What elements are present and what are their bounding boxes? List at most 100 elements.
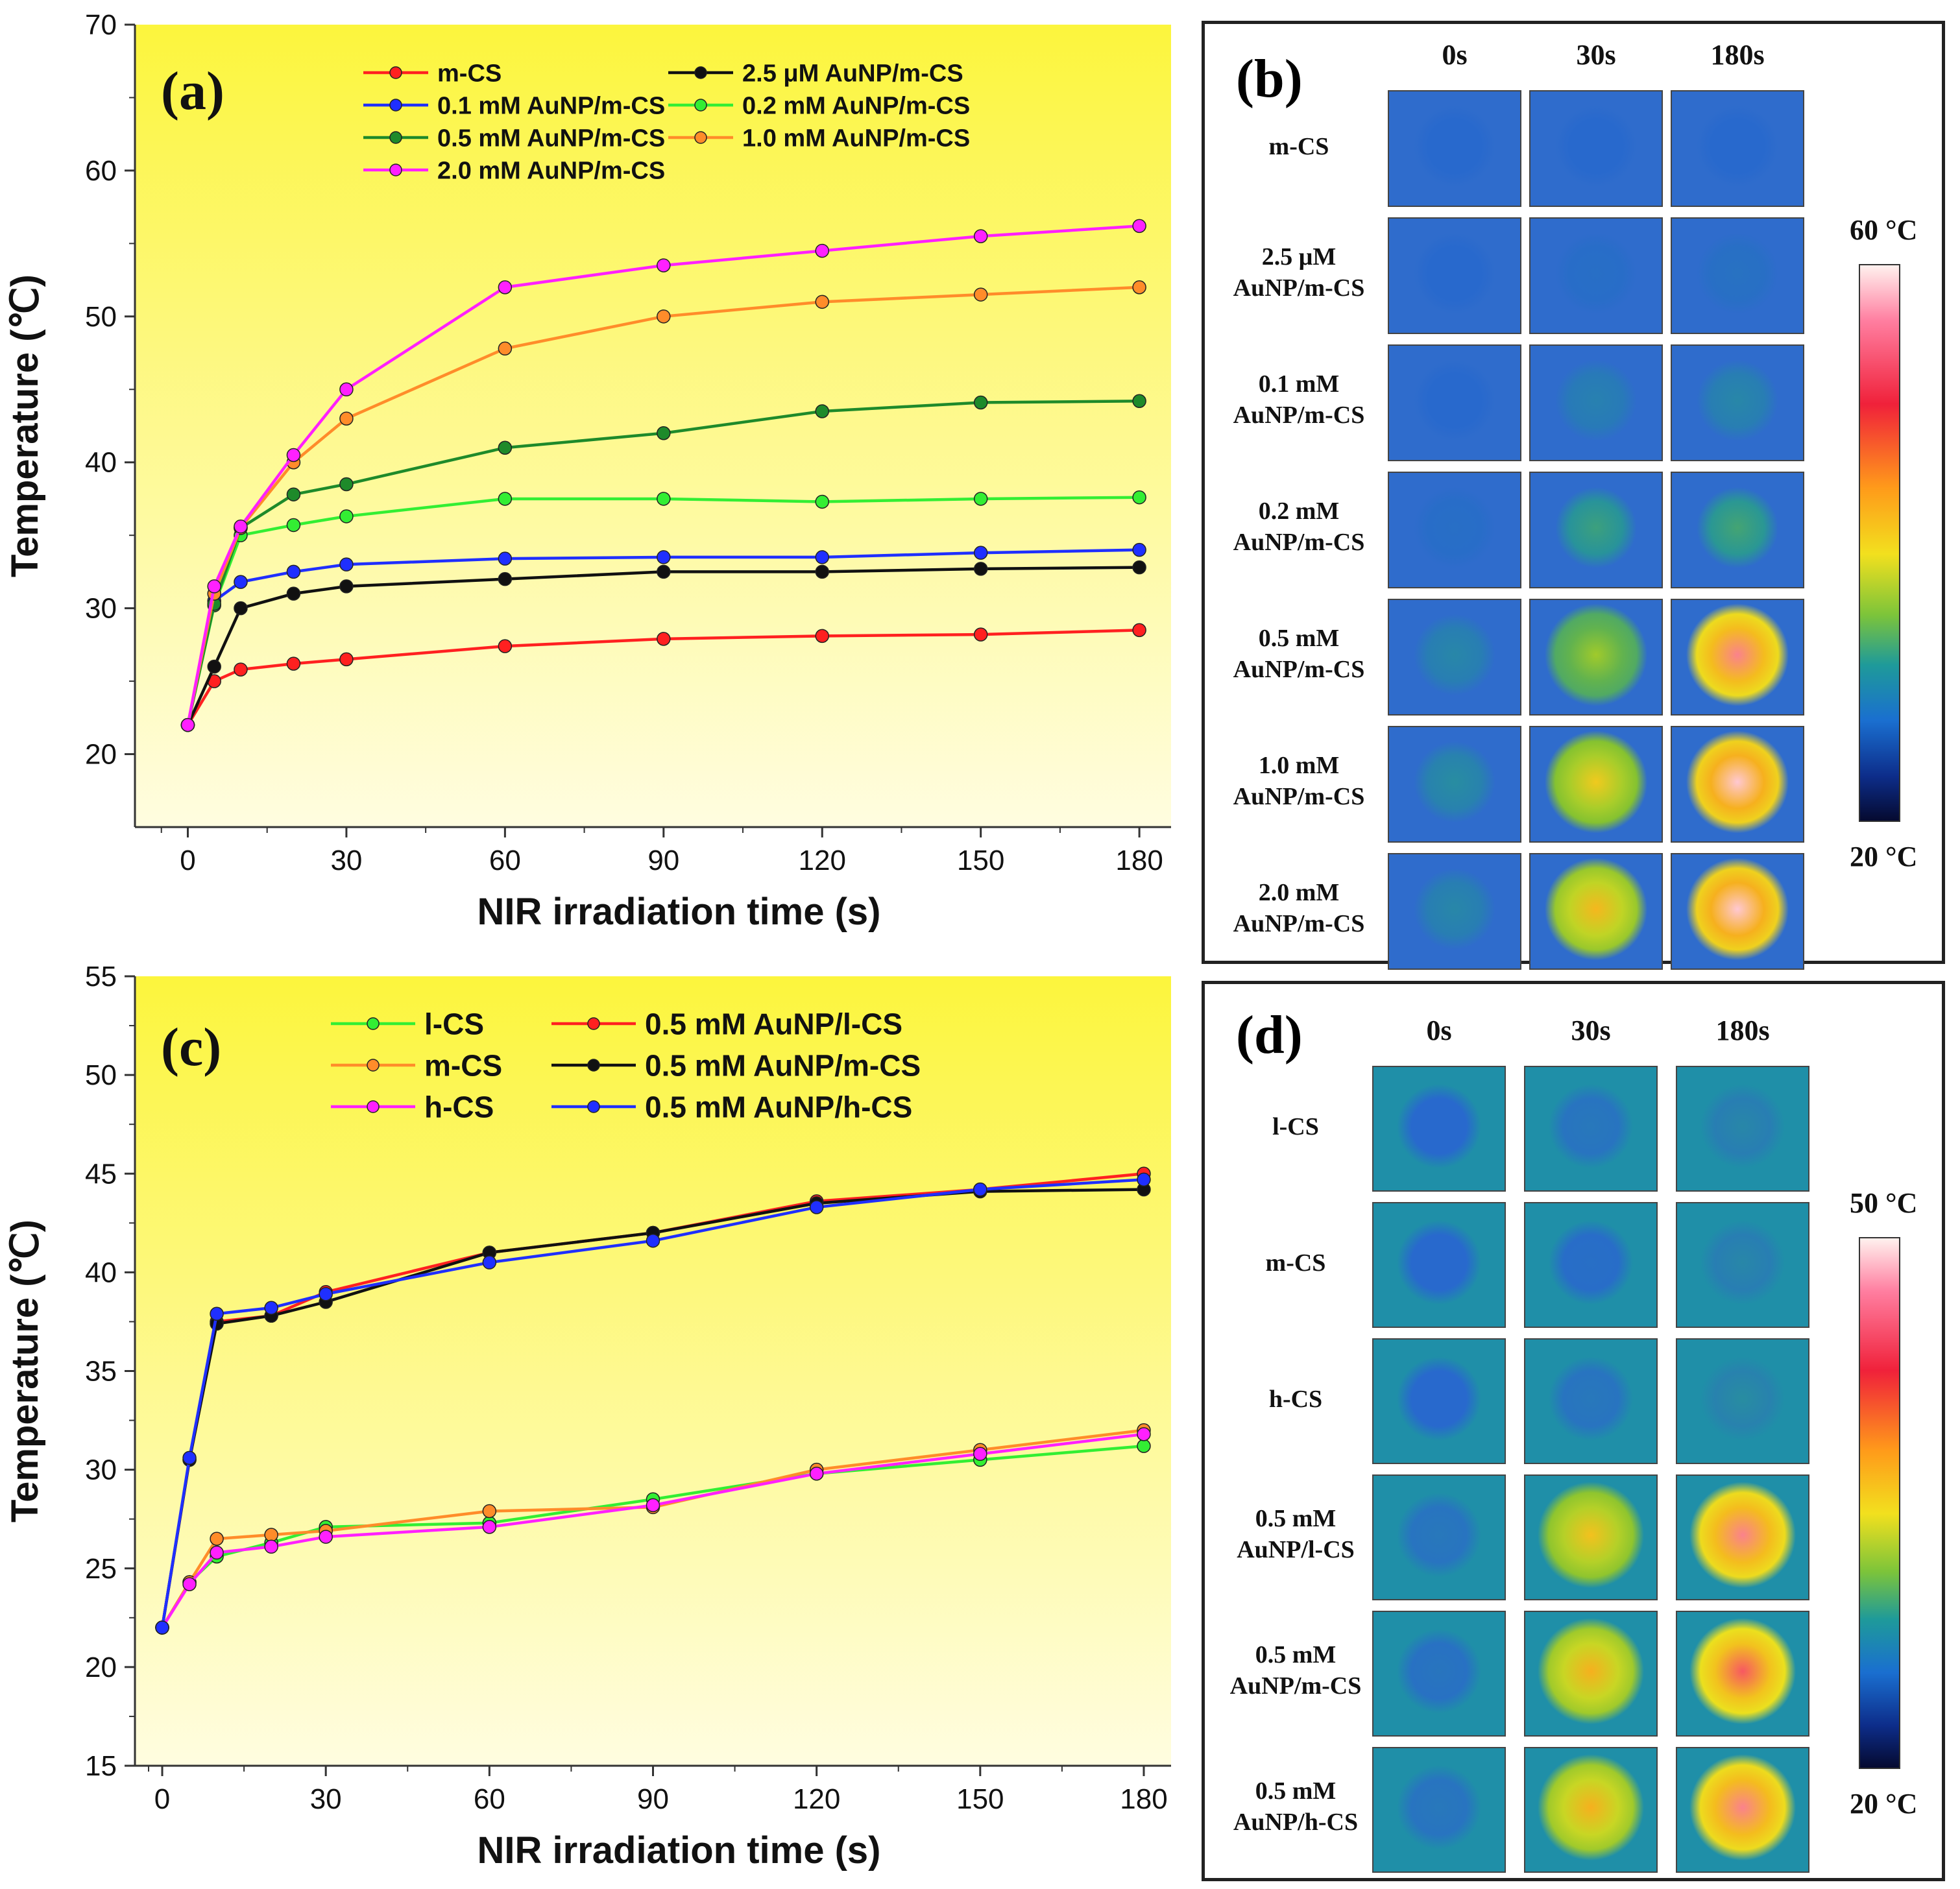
thermal-image-cell (1529, 217, 1663, 334)
thermal-image-cell (1671, 726, 1804, 843)
x-axis-label: NIR irradiation time (s) (478, 1829, 881, 1871)
y-tick-label: 30 (85, 593, 117, 625)
legend-label: 0.5 mM AuNP/m-CS (645, 1049, 921, 1083)
color-scale-bar (1859, 1237, 1900, 1769)
data-point (182, 1577, 197, 1591)
thermal-image-cell (1676, 1611, 1809, 1737)
row-label-line: AuNP/l-CS (1237, 1535, 1355, 1563)
y-tick-label: 60 (85, 155, 117, 187)
row-label: 0.2 mM AuNP/m-CS (1218, 496, 1380, 558)
thermal-image-cell (1529, 853, 1663, 970)
row-label: 0.5 mM AuNP/h-CS (1218, 1776, 1373, 1838)
x-tick-label: 150 (956, 1783, 1004, 1815)
thermal-image-cell (1524, 1338, 1658, 1464)
data-point (657, 550, 671, 564)
row-label-line: AuNP/h-CS (1233, 1808, 1359, 1836)
data-point (657, 632, 671, 646)
data-point (973, 562, 988, 576)
data-point (973, 627, 988, 642)
data-point (498, 341, 513, 356)
row-label-line: m-CS (1265, 1249, 1326, 1277)
scale-min-label: 20 °C (1850, 1788, 1918, 1820)
data-point (286, 564, 301, 579)
thermal-image-cell (1388, 472, 1521, 588)
x-tick-label: 60 (474, 1783, 505, 1815)
legend-marker (389, 99, 402, 112)
data-point (815, 564, 829, 579)
data-point (498, 551, 513, 566)
row-label-line: 0.5 mM (1255, 1777, 1337, 1805)
panel-letter: (b) (1236, 49, 1303, 109)
data-point (1132, 542, 1146, 557)
data-point (339, 477, 354, 492)
data-point (482, 1255, 497, 1269)
data-point (1132, 560, 1146, 575)
y-tick-label: 35 (85, 1356, 117, 1388)
data-point (815, 629, 829, 644)
x-tick-label: 90 (637, 1783, 669, 1815)
row-label-line: 0.5 mM (1258, 625, 1340, 652)
series-line (186, 224, 1140, 725)
legend-marker (694, 99, 707, 112)
legend: m-CS 2.5 μM AuNP/m-CS 0.1 mM AuNP/m-CS 0.2 … (363, 60, 970, 185)
data-point (210, 1306, 224, 1321)
row-label: 2.5 μM AuNP/m-CS (1218, 242, 1380, 304)
legend-marker (587, 1059, 600, 1072)
legend-label: 0.5 mM AuNP/h-CS (645, 1090, 912, 1124)
row-label: h-CS (1218, 1384, 1373, 1415)
legend: l-CS 0.5 mM AuNP/l-CS m-CS 0.5 mM AuNP/m-CS… (331, 1007, 921, 1124)
column-header: 0s (1426, 1015, 1452, 1046)
data-point (657, 309, 671, 324)
data-point (1137, 1439, 1151, 1453)
data-point (210, 1532, 224, 1546)
legend-marker (389, 131, 402, 144)
data-point (264, 1528, 278, 1542)
thermal-image-cell (1524, 1611, 1658, 1737)
data-point (657, 564, 671, 579)
thermal-image-cell (1529, 599, 1663, 716)
data-point (234, 519, 248, 534)
x-tick-label: 180 (1115, 845, 1163, 876)
data-point (498, 639, 513, 653)
row-label-line: 2.0 mM (1258, 879, 1340, 906)
data-point (657, 258, 671, 272)
column-header: 180s (1710, 39, 1765, 71)
thermal-image-cell (1671, 599, 1804, 716)
data-point (155, 1620, 169, 1635)
series-line (161, 1432, 1144, 1629)
x-tick-label: 30 (310, 1783, 342, 1815)
data-point (210, 1545, 224, 1560)
data-point (815, 404, 829, 418)
data-point (339, 652, 354, 667)
legend-label: m-CS (424, 1049, 502, 1083)
y-tick-label: 40 (85, 447, 117, 479)
thermal-image-cell (1372, 1747, 1506, 1873)
plot-area (135, 976, 1171, 1766)
data-point (207, 659, 221, 674)
row-label: 2.0 mM AuNP/m-CS (1218, 878, 1380, 939)
data-point (657, 492, 671, 506)
row-label: 0.1 mM AuNP/m-CS (1218, 369, 1380, 431)
data-point (973, 1447, 987, 1462)
thermal-image-cell (1372, 1202, 1506, 1328)
y-tick-label: 50 (85, 1059, 117, 1091)
data-point (973, 492, 988, 506)
data-point (264, 1301, 278, 1315)
data-point (234, 662, 248, 677)
data-point (339, 411, 354, 426)
data-point (646, 1233, 660, 1248)
x-tick-label: 0 (154, 1783, 170, 1815)
scale-min-label: 20 °C (1850, 841, 1918, 872)
row-label-line: AuNP/m-CS (1233, 782, 1365, 810)
scale-max-label: 50 °C (1850, 1187, 1918, 1219)
data-point (815, 243, 829, 258)
panel-d-thermal-images: (d) 0s 30s 180s l-CS m-CS h-CS 0.5 mM AuNP/l-CS 0… (1202, 981, 1945, 1881)
x-tick-label: 120 (793, 1783, 840, 1815)
x-tick-label: 60 (489, 845, 521, 876)
row-label-line: 0.1 mM (1258, 370, 1340, 398)
data-point (264, 1539, 278, 1554)
legend-label: 0.1 mM AuNP/m-CS (437, 93, 665, 120)
data-point (207, 579, 221, 594)
data-point (482, 1504, 497, 1519)
y-tick-label: 40 (85, 1257, 117, 1288)
